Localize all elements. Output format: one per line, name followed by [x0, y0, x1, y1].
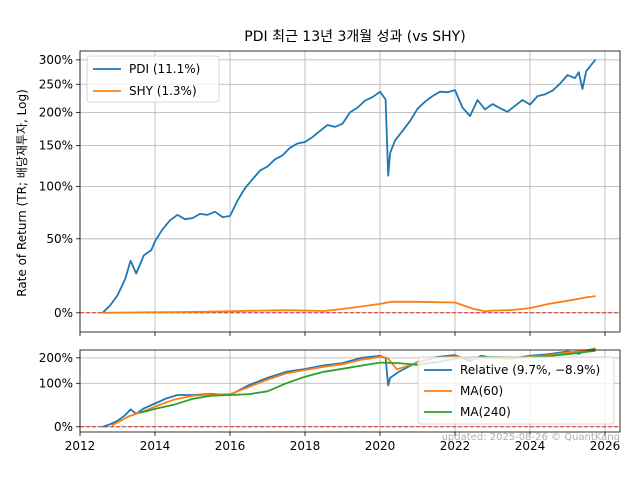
series-line-pdi: [101, 58, 597, 314]
y-tick-label: 0%: [54, 420, 73, 434]
y-tick-label: 0%: [54, 306, 73, 320]
legend-label: SHY (1.3%): [129, 84, 197, 98]
plot-frame: [79, 349, 621, 433]
y-tick-label: 250%: [39, 77, 73, 91]
y-tick-label: 150%: [39, 139, 73, 153]
updated-footer: updated: 2025-08-26 © QuantKang: [442, 432, 620, 443]
y-tick-label: 100%: [39, 179, 73, 193]
legend-label: MA(240): [460, 405, 511, 419]
x-tick-label: 2020: [365, 439, 396, 453]
main-return-panel: 0% 50% 100% 150% 200% 250% 300% PDI (11.1%) SHY …: [39, 50, 621, 336]
legend-label: MA(60): [460, 384, 503, 398]
x-tick-label: 2024: [515, 439, 546, 453]
series-line-shy: [102, 295, 596, 314]
chart-title: PDI 최근 13년 3개월 성과 (vs SHY): [244, 29, 465, 45]
y-tick-label: 50%: [46, 232, 73, 246]
legend: Relative (9.7%, −8.9%) MA(60) MA(240): [417, 356, 615, 425]
x-tick-label: 2022: [440, 439, 471, 453]
legend-label: Relative (9.7%, −8.9%): [460, 363, 600, 377]
y-tick-label: 300%: [39, 53, 73, 67]
y-tick-label: 100%: [39, 376, 73, 390]
legend-label: PDI (11.1%): [129, 62, 200, 76]
x-tick-label: 2012: [65, 439, 96, 453]
legend-box: [417, 356, 615, 425]
x-tick-label: 2016: [215, 439, 246, 453]
y-axis-label: Rate of Return (TR; 배당재투자, Log): [15, 89, 29, 297]
y-tick-label: 200%: [39, 105, 73, 119]
y-tick-label: 200%: [39, 351, 73, 365]
legend: PDI (11.1%) SHY (1.3%): [86, 55, 220, 103]
x-tick-label: 2026: [590, 439, 621, 453]
plot-frame: [79, 50, 621, 333]
x-tick-label: 2018: [290, 439, 321, 453]
x-tick-label: 2014: [140, 439, 171, 453]
relative-return-panel: 0% 100% 200% 2012 2014 2016 2018 2020 2022 2024 20…: [39, 347, 621, 453]
